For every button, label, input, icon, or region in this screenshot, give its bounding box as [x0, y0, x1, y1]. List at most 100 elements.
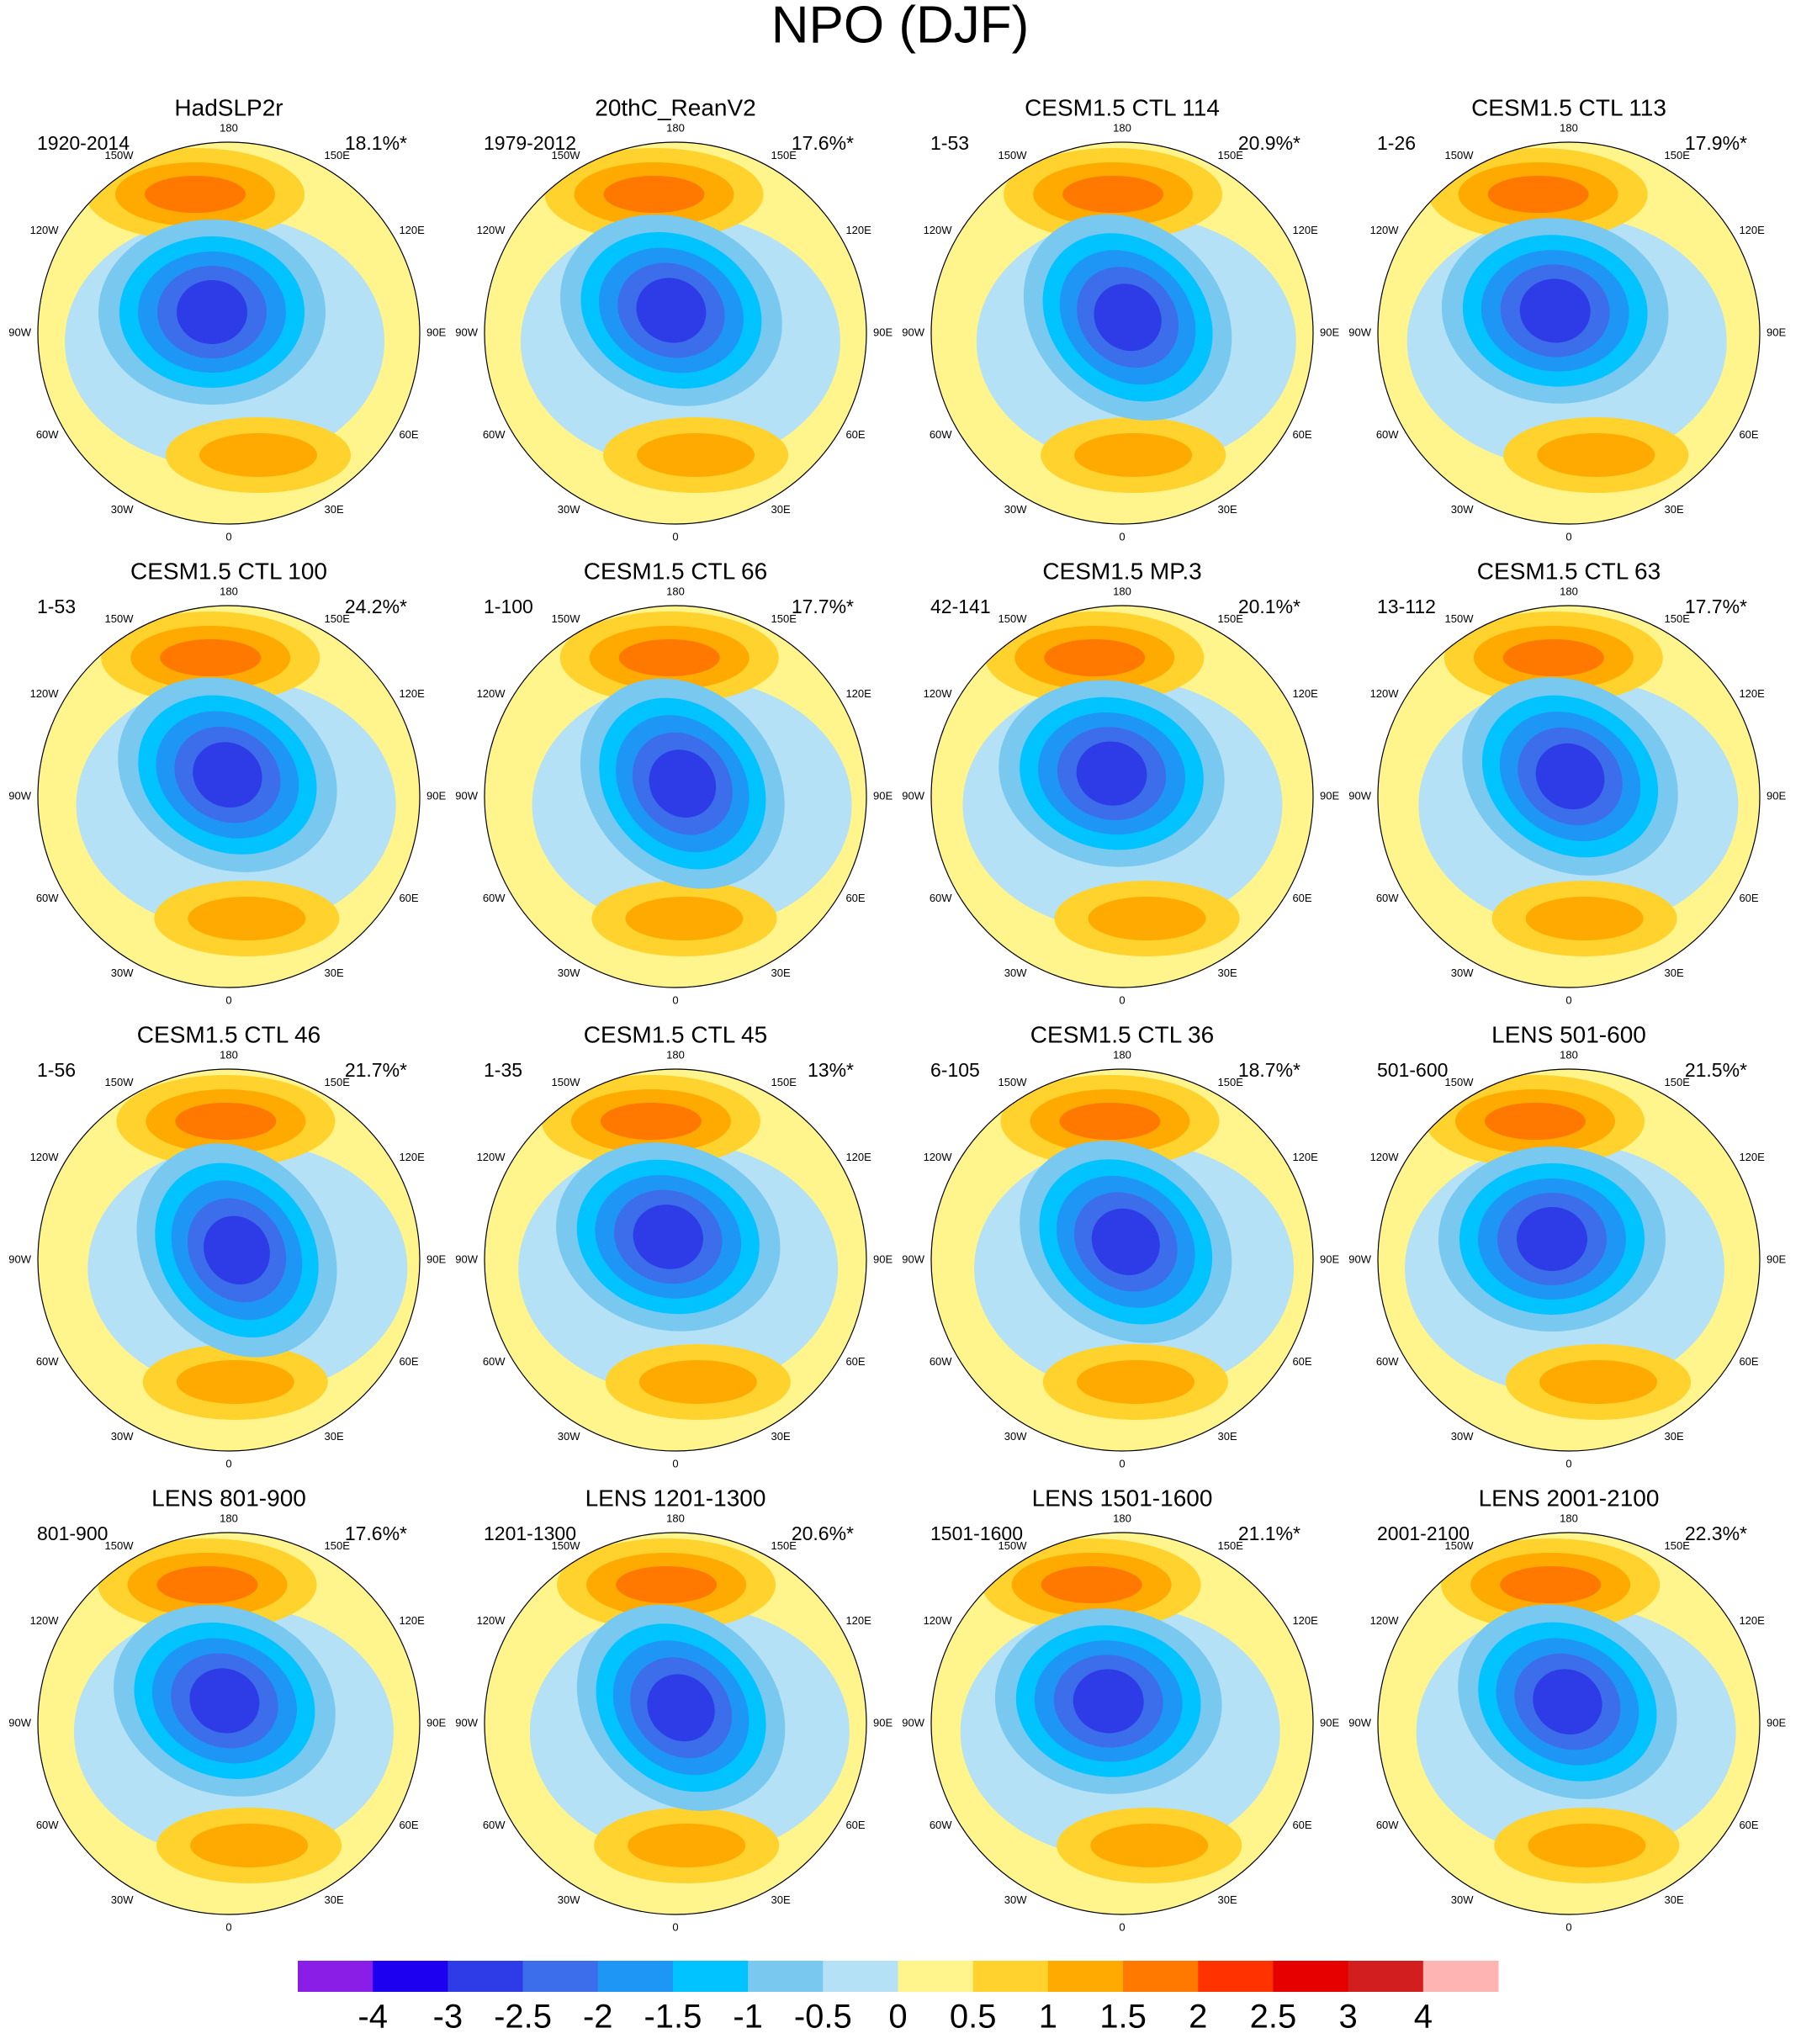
field-contour [1041, 1566, 1142, 1603]
lon-label: 90E [1767, 326, 1786, 338]
field-contour [616, 1566, 718, 1603]
field-contour [1074, 433, 1193, 477]
lon-label: 60W [930, 1355, 952, 1368]
lon-label: 120E [1292, 1151, 1318, 1163]
lon-label: 150W [998, 1539, 1028, 1552]
lon-label: 30E [1218, 1430, 1237, 1443]
field-contour [175, 1103, 277, 1140]
lon-label: 30E [1218, 503, 1237, 516]
lon-label: 90W [455, 326, 478, 338]
lon-label: 150E [1218, 1539, 1244, 1552]
lon-label: 30E [771, 966, 791, 979]
field-contour [190, 1824, 309, 1867]
map-border [484, 141, 867, 525]
lon-label: 120W [30, 687, 60, 700]
panel-variance: 13%* [808, 1059, 854, 1081]
colorbar-label: -4 [358, 1999, 388, 2036]
lon-label: 60W [483, 1355, 506, 1368]
map-border [1377, 1532, 1761, 1915]
lon-label: 120E [1739, 1614, 1765, 1627]
lon-label: 90E [426, 326, 446, 338]
map-border [37, 1068, 421, 1452]
lon-label: 150E [771, 1076, 797, 1088]
lon-label: 180 [220, 1512, 238, 1524]
panel-title: 20thC_ReanV2 [595, 94, 755, 120]
lon-label: 180 [220, 121, 238, 134]
lon-label: 180 [1113, 585, 1131, 597]
field-contour [1537, 433, 1655, 477]
panel-period: 1-35 [484, 1059, 522, 1081]
colorbar-box [1047, 1961, 1124, 1992]
lon-label: 60W [930, 428, 952, 441]
panel-title: CESM1.5 CTL 45 [584, 1021, 767, 1047]
field-contour [156, 1566, 258, 1603]
map [38, 1533, 420, 1914]
panel-period: 1920-2014 [37, 132, 130, 154]
map [931, 142, 1313, 524]
lon-label: 90W [8, 1716, 31, 1729]
panel-variance: 20.1%* [1238, 596, 1300, 617]
field-contour [1500, 1566, 1602, 1603]
lon-label: 90W [455, 789, 478, 802]
field-contour [633, 1205, 703, 1269]
map-border [484, 605, 867, 988]
colorbar-box [972, 1961, 1049, 1992]
map [38, 1069, 420, 1451]
panel-variance: 24.2%* [345, 596, 407, 617]
lon-label: 150E [771, 149, 797, 162]
lon-label: 90W [8, 789, 31, 802]
colorbar-box [823, 1961, 898, 1992]
lon-label: 60E [1292, 1819, 1311, 1831]
lon-label: 150W [1445, 149, 1475, 162]
lon-label: 0 [1119, 1457, 1125, 1469]
panel-variance: 17.7%* [792, 596, 854, 617]
colorbar-label: -2.5 [494, 1999, 552, 2036]
lon-label: 180 [1560, 121, 1578, 134]
lon-label: 150E [1665, 1539, 1691, 1552]
lon-label: 60E [845, 1355, 865, 1368]
lon-label: 0 [1119, 993, 1125, 1006]
lon-label: 60W [36, 1819, 59, 1831]
lon-label: 150E [325, 1076, 351, 1088]
lon-label: 90E [1767, 1252, 1786, 1265]
lon-label: 30E [325, 503, 344, 516]
lon-label: 90W [455, 1252, 478, 1265]
lon-label: 120E [845, 1614, 871, 1627]
colorbar-label: -2 [583, 1999, 613, 2036]
field-contour [1519, 278, 1591, 343]
lon-label: 60W [1376, 1819, 1399, 1831]
colorbar-label: 0.5 [950, 1999, 997, 2036]
map [931, 1533, 1313, 1914]
lon-label: 60E [845, 892, 865, 904]
lon-label: 0 [1565, 993, 1571, 1006]
map-border [37, 1532, 421, 1915]
lon-label: 60W [1376, 1355, 1399, 1368]
lon-label: 30W [1004, 1430, 1027, 1443]
lon-label: 150E [1665, 612, 1691, 625]
field-contour [603, 176, 705, 213]
lon-label: 60W [1376, 428, 1399, 441]
field-contour [160, 639, 262, 676]
field-contour [1059, 1103, 1161, 1140]
lon-label: 0 [672, 993, 678, 1006]
lon-label: 90E [1320, 789, 1339, 802]
lon-label: 90W [1348, 1252, 1371, 1265]
lon-label: 30W [111, 966, 134, 979]
lon-label: 120E [399, 224, 425, 236]
colorbar-box [1422, 1961, 1499, 1992]
panel-title: HadSLP2r [174, 94, 283, 120]
lon-label: 90E [873, 326, 893, 338]
panel-period: 801-900 [37, 1522, 108, 1544]
panel-period: 6-105 [930, 1059, 980, 1081]
field-contour [647, 1674, 715, 1742]
field-contour [600, 1103, 702, 1140]
lon-label: 30W [558, 966, 580, 979]
lon-label: 150W [552, 1076, 581, 1088]
lon-label: 150E [1665, 149, 1691, 162]
field-contour [204, 1215, 270, 1285]
panel-period: 1-26 [1377, 132, 1416, 154]
panel-period: 1979-2012 [484, 132, 576, 154]
panel-variance: 18.1%* [345, 132, 407, 154]
lon-label: 120W [477, 687, 506, 700]
colorbar-box [373, 1961, 448, 1992]
